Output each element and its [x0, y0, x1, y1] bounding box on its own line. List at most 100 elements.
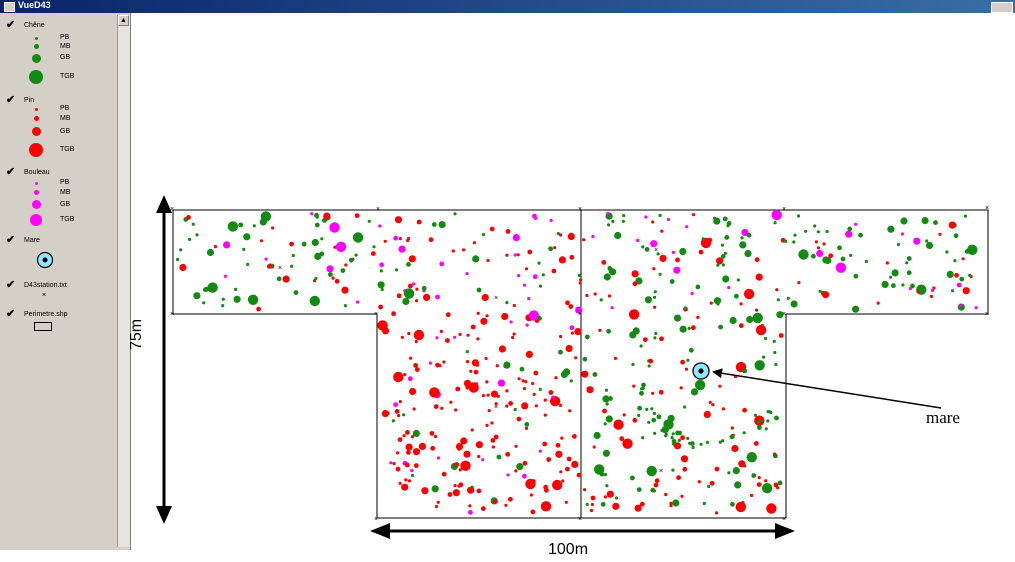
- tree-point: [393, 402, 398, 407]
- tree-point: [519, 366, 525, 372]
- tree-point: [524, 426, 529, 430]
- tree-point: [333, 245, 337, 249]
- tree-point: [690, 292, 694, 296]
- tree-point: [754, 360, 765, 371]
- layer-list: ✔ Chêne PB MB GB TGB ✔ Pin PB MB GB TGB …: [4, 16, 116, 548]
- tree-point: [650, 407, 654, 411]
- tree-point: [555, 450, 563, 458]
- tree-point: [408, 255, 416, 263]
- tree-point: [270, 264, 274, 268]
- tree-point: [247, 294, 259, 305]
- tree-point: [690, 388, 699, 396]
- tree-point: [743, 464, 747, 468]
- tree-point: [435, 336, 439, 340]
- tree-point: [677, 438, 681, 442]
- tree-point: [671, 250, 676, 254]
- tree-point: [282, 275, 290, 283]
- tree-point: [653, 295, 657, 299]
- tree-point: [680, 435, 685, 441]
- tree-point: [727, 471, 731, 475]
- tree-point: [680, 455, 689, 463]
- legend-scrollbar[interactable]: ▲: [117, 15, 130, 547]
- tree-point: [497, 379, 505, 387]
- tree-point: [505, 253, 509, 257]
- tree-point: [452, 489, 460, 497]
- tree-point: [753, 441, 759, 446]
- tree-point: [656, 414, 662, 420]
- layer-checkbox-bouleau[interactable]: ✔: [6, 166, 16, 178]
- tree-point: [593, 431, 601, 440]
- tree-point: [721, 407, 726, 411]
- tree-point: [512, 234, 520, 242]
- tree-point: [756, 482, 762, 487]
- tree-point: [906, 270, 912, 276]
- tree-point: [525, 316, 529, 320]
- layer-checkbox-mare[interactable]: ✔: [6, 234, 16, 246]
- tree-point: [404, 462, 410, 468]
- tree-point: [738, 323, 744, 329]
- tree-point: [905, 261, 909, 265]
- tree-point: [718, 440, 722, 444]
- tree-point: [405, 430, 410, 435]
- tree-point: [418, 442, 426, 450]
- tree-point: [742, 407, 747, 413]
- tree-point: [512, 332, 516, 336]
- tree-point: [293, 290, 299, 295]
- tree-point: [591, 234, 595, 239]
- tree-point: [721, 439, 725, 443]
- tree-point: [398, 237, 402, 241]
- tree-point: [436, 456, 441, 460]
- tree-point: [397, 414, 401, 418]
- chene-mb-label: MB: [60, 43, 71, 50]
- tree-point: [383, 239, 387, 243]
- tree-point: [543, 484, 548, 490]
- tree-point: [439, 329, 443, 333]
- tree-point: [720, 243, 725, 247]
- station-markers: × × × × × × × × × × × × × × × × × ×: [170, 205, 989, 523]
- tree-point: [435, 294, 440, 300]
- tree-point: [652, 411, 657, 416]
- tree-point: [605, 402, 609, 406]
- tree-point: [651, 417, 657, 423]
- tree-point: [246, 262, 250, 266]
- tree-point: [876, 301, 880, 305]
- scroll-up-arrow-icon[interactable]: ▲: [118, 15, 129, 26]
- tree-point: [176, 257, 180, 262]
- tree-point: [522, 460, 528, 466]
- tree-point: [584, 334, 590, 340]
- tree-point: [716, 263, 720, 267]
- svg-text:×: ×: [782, 311, 786, 318]
- layer-checkbox-chene[interactable]: ✔: [6, 19, 16, 31]
- tree-point: [724, 235, 730, 240]
- layer-checkbox-pin[interactable]: ✔: [6, 94, 16, 106]
- tree-point: [393, 235, 398, 241]
- tree-point: [784, 239, 788, 243]
- tree-point: [221, 304, 225, 308]
- tree-point: [601, 260, 607, 265]
- tree-point: [814, 240, 819, 244]
- tree-point: [650, 487, 656, 493]
- tree-point: [468, 382, 479, 393]
- tree-point: [695, 284, 701, 290]
- map-canvas[interactable]: × × × × × × × × × × × × × × × × × ×: [132, 13, 1015, 562]
- layer-checkbox-perimetre[interactable]: ✔: [6, 308, 16, 320]
- tree-point: [772, 452, 777, 456]
- tree-point: [743, 288, 755, 300]
- tree-point: [206, 248, 215, 257]
- tree-point: [680, 359, 685, 365]
- svg-text:×: ×: [782, 206, 786, 213]
- tree-point: [556, 232, 560, 236]
- tree-point: [776, 298, 780, 302]
- tree-point: [256, 306, 261, 312]
- tree-point: [187, 237, 192, 241]
- layer-checkbox-station[interactable]: ✔: [6, 279, 16, 291]
- tree-point: [505, 389, 509, 393]
- tree-point: [541, 273, 545, 277]
- tree-point: [901, 283, 905, 287]
- window-controls[interactable]: [991, 2, 1013, 13]
- tree-point: [513, 253, 517, 257]
- tree-point: [289, 241, 294, 247]
- tree-point: [896, 243, 901, 247]
- tree-point: [310, 212, 314, 216]
- tree-point: [614, 496, 619, 500]
